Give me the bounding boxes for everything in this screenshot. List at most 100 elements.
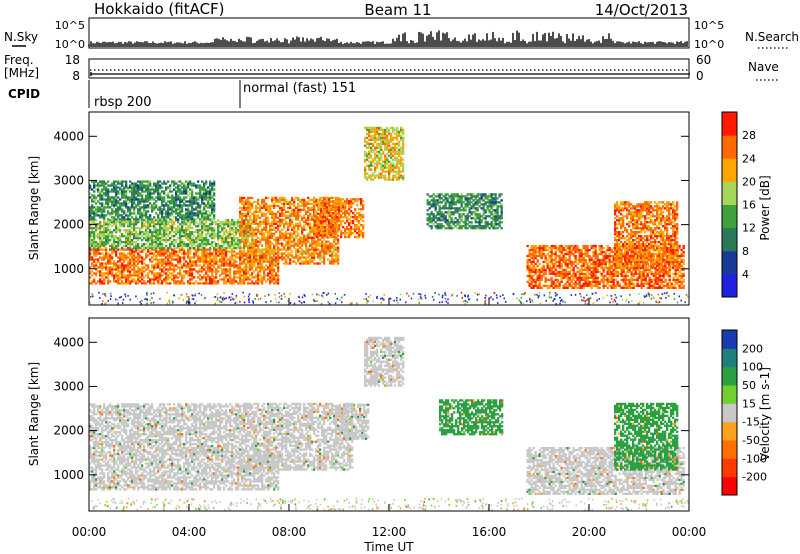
heatmap-cell	[265, 274, 268, 277]
heatmap-cell	[159, 188, 162, 191]
heatmap-cell	[319, 250, 322, 253]
heatmap-cell	[159, 274, 162, 277]
heatmap-cell	[165, 225, 168, 228]
heatmap-cell	[135, 196, 138, 199]
heatmap-cell	[135, 206, 138, 209]
heatmap-cell	[297, 196, 300, 200]
heatmap-cell	[326, 219, 329, 223]
heatmap-cell	[386, 142, 389, 145]
heatmap-cell	[231, 256, 234, 259]
heatmap-cell	[163, 280, 166, 283]
heatmap-cell	[247, 220, 250, 223]
heatmap-cell	[167, 262, 170, 265]
heatmap-cell	[348, 214, 351, 217]
heatmap-cell	[107, 278, 110, 281]
heatmap-cell	[147, 246, 150, 250]
heatmap-cell	[386, 152, 389, 155]
heatmap-cell	[364, 174, 367, 177]
heatmap-cell	[297, 228, 300, 231]
heatmap-cell	[159, 242, 162, 246]
heatmap-cell	[119, 266, 122, 269]
heatmap-cell	[243, 240, 246, 243]
heatmap-cell	[326, 212, 329, 215]
heatmap-cell	[111, 274, 114, 277]
heatmap-cell	[253, 232, 256, 235]
heatmap-cell	[93, 236, 96, 240]
heatmap-cell	[277, 266, 280, 269]
heatmap-cell	[183, 282, 186, 285]
heatmap-cell	[135, 223, 138, 226]
heatmap-cell	[119, 282, 122, 285]
heatmap-cell	[307, 236, 310, 239]
heatmap-cell	[97, 194, 100, 197]
heatmap-cell	[183, 184, 186, 187]
heatmap-cell	[133, 240, 136, 244]
heatmap-cell	[177, 225, 180, 228]
heatmap-cell	[289, 242, 292, 245]
heatmap-cell	[251, 274, 254, 277]
heatmap-cell	[396, 156, 399, 159]
heatmap-cell	[269, 228, 272, 231]
heatmap-cell	[291, 226, 294, 229]
heatmap-cell	[91, 216, 94, 219]
heatmap-cell	[125, 196, 128, 199]
heatmap-cell	[209, 250, 212, 253]
heatmap-cell	[354, 210, 357, 213]
heatmap-cell	[287, 256, 290, 259]
heatmap-cell	[249, 254, 252, 257]
heatmap-cell	[364, 160, 367, 163]
heatmap-cell	[133, 272, 136, 275]
heatmap-cell	[219, 225, 222, 228]
heatmap-cell	[175, 204, 178, 207]
heatmap-cell	[307, 208, 310, 212]
heatmap-cell	[333, 240, 336, 243]
heatmap-cell	[139, 236, 142, 240]
heatmap-cell	[237, 256, 240, 259]
heatmap-cell	[346, 210, 349, 213]
heatmap-cell	[169, 212, 172, 215]
heatmap-cell	[326, 210, 329, 213]
heatmap-cell	[141, 218, 144, 221]
heatmap-cell	[314, 198, 317, 201]
heatmap-cell	[165, 219, 168, 222]
heatmap-cell	[398, 176, 401, 179]
heatmap-cell	[195, 192, 198, 195]
heatmap-cell	[209, 256, 212, 259]
heatmap-cell	[291, 210, 294, 213]
heatmap-cell	[197, 234, 200, 238]
heatmap-cell	[277, 278, 280, 281]
heatmap-cell	[163, 225, 166, 228]
heatmap-cell	[259, 210, 262, 213]
heatmap-cell	[197, 206, 200, 209]
heatmap-cell	[325, 242, 328, 245]
heatmap-cell	[105, 254, 108, 257]
heatmap-cell	[203, 214, 206, 217]
heatmap-cell	[139, 231, 142, 234]
heatmap-cell	[305, 240, 308, 243]
heatmap-cell	[99, 240, 102, 244]
heatmap-cell	[181, 248, 184, 251]
heatmap-cell	[217, 242, 220, 246]
heatmap-cell	[396, 166, 399, 169]
heatmap-cell	[251, 280, 254, 283]
heatmap-cell	[390, 138, 393, 142]
heatmap-cell	[109, 270, 112, 273]
heatmap-cell	[279, 222, 282, 225]
heatmap-cell	[129, 260, 132, 263]
heatmap-cell	[191, 256, 194, 259]
heatmap-cell	[201, 216, 204, 219]
heatmap-cell	[157, 180, 160, 183]
heatmap-cell	[307, 238, 310, 241]
heatmap-cell	[205, 214, 208, 217]
heatmap-cell	[217, 282, 220, 285]
heatmap-cell	[283, 232, 286, 235]
heatmap-cell	[325, 244, 328, 247]
heatmap-cell	[153, 221, 156, 224]
heatmap-cell	[281, 236, 284, 239]
heatmap-cell	[303, 202, 306, 206]
heatmap-cell	[179, 236, 182, 240]
heatmap-cell	[101, 233, 104, 236]
heatmap-cell	[273, 198, 276, 202]
heatmap-cell	[145, 256, 148, 259]
heatmap-cell	[213, 236, 216, 240]
